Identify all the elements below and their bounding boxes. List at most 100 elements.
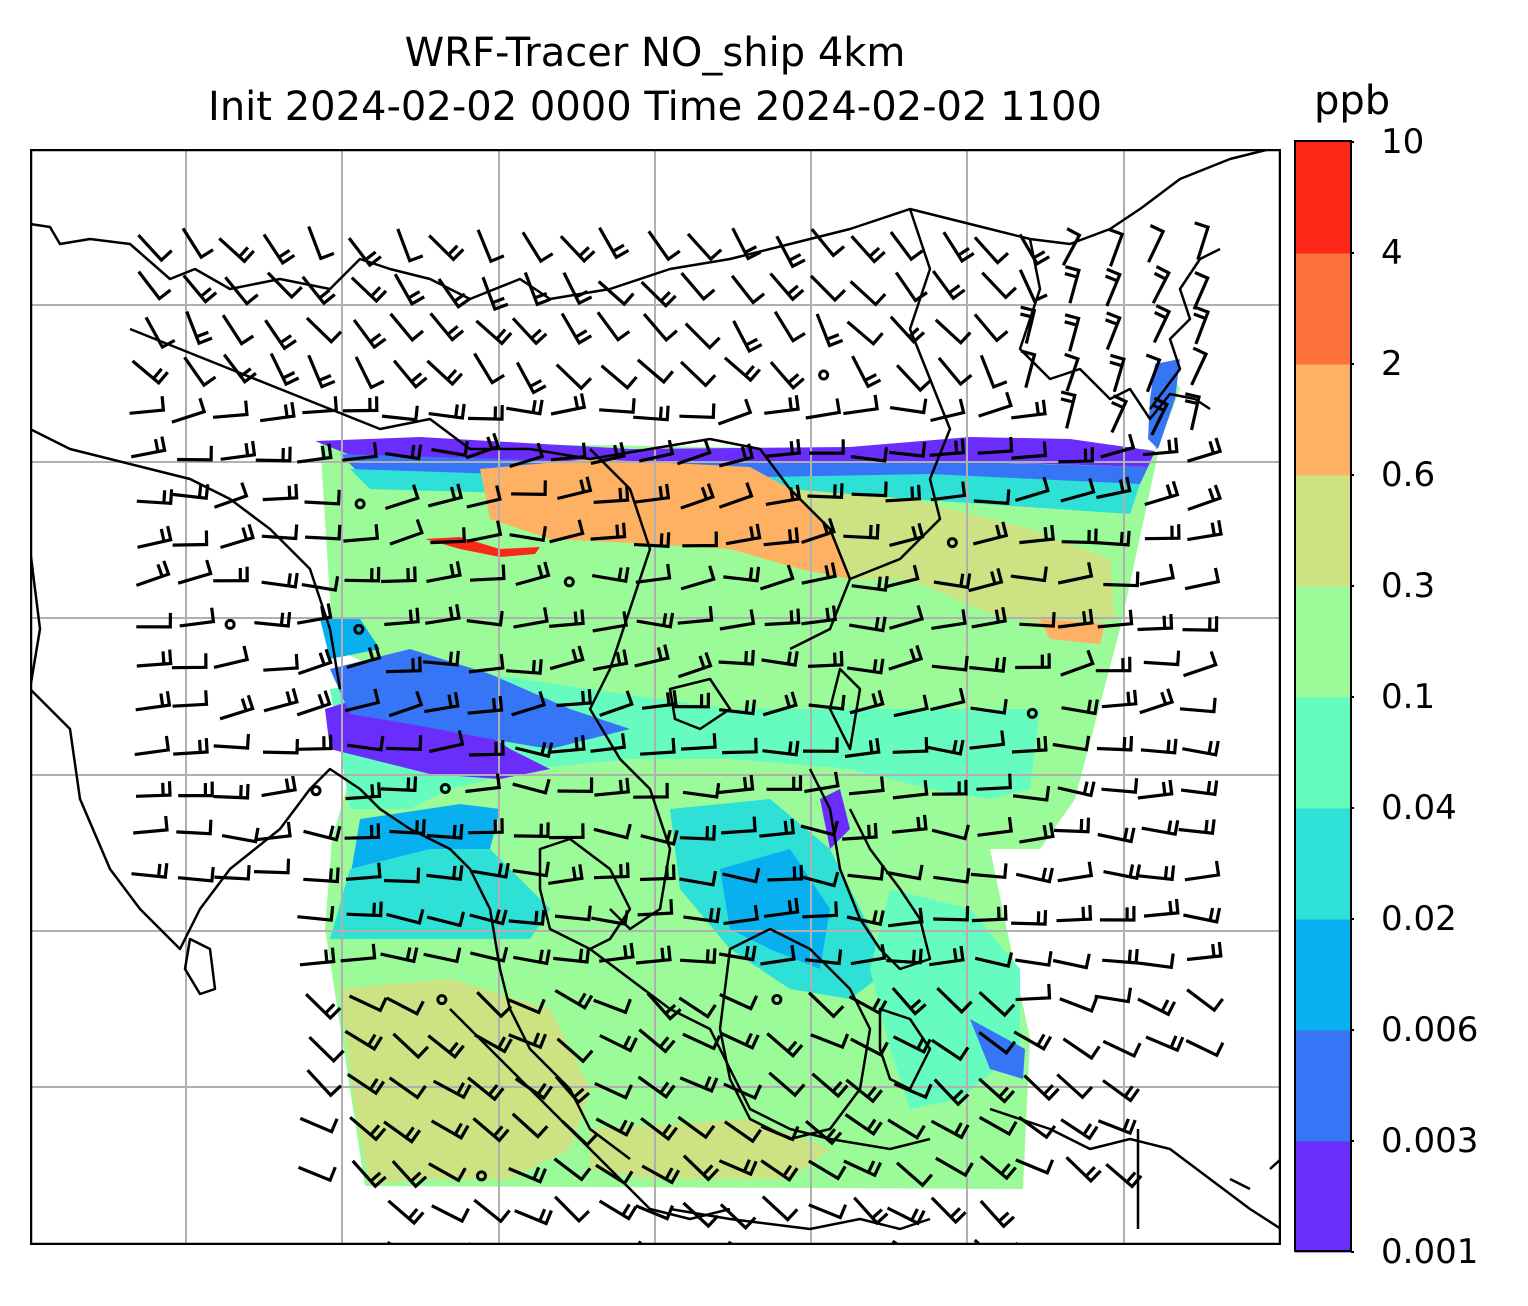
wind-barb xyxy=(935,1156,974,1178)
wind-barb xyxy=(1064,313,1081,352)
wind-barb xyxy=(472,1117,510,1143)
wind-barb xyxy=(811,1072,849,1099)
wind-barb xyxy=(682,531,718,548)
colorbar-tick-label: 0.003 xyxy=(1381,1121,1479,1161)
wind-barb xyxy=(391,1160,428,1189)
wind-barb xyxy=(427,1034,465,1060)
calm-wind-circle xyxy=(771,993,783,1005)
wind-barb xyxy=(679,825,716,841)
wind-barb xyxy=(1097,827,1136,844)
wind-barb xyxy=(635,1204,674,1221)
wind-barb xyxy=(763,897,800,918)
wind-barb xyxy=(172,530,209,547)
wind-barb xyxy=(1058,447,1095,464)
field-region-blue-left xyxy=(320,619,380,659)
wind-barb xyxy=(481,276,509,312)
calm-wind-circle xyxy=(310,785,322,797)
wind-barb xyxy=(801,517,836,545)
wind-barb xyxy=(1147,224,1166,263)
wind-barb xyxy=(511,480,547,497)
colorbar-band xyxy=(1295,697,1351,809)
wind-barb xyxy=(137,525,173,549)
wind-barb xyxy=(296,443,333,464)
border-himalaya xyxy=(30,427,342,690)
wind-barb xyxy=(1059,997,1099,1013)
wind-barb xyxy=(931,269,966,301)
wind-barb xyxy=(597,280,635,307)
wind-barb xyxy=(1184,392,1201,431)
wind-barb xyxy=(639,737,676,756)
wind-barb xyxy=(979,354,1008,389)
wind-barb xyxy=(889,522,925,547)
wind-barb xyxy=(304,489,341,506)
wind-barb xyxy=(849,689,885,715)
wind-barb xyxy=(1053,817,1091,834)
wind-barb xyxy=(592,649,629,672)
wind-barb xyxy=(1143,650,1181,667)
wind-barb xyxy=(590,522,627,541)
wind-barb xyxy=(342,442,378,462)
wind-barb xyxy=(306,1069,342,1098)
wind-barb xyxy=(678,996,717,1019)
wind-barb xyxy=(550,393,587,416)
wind-barb xyxy=(556,1037,594,1064)
wind-barb xyxy=(431,440,469,457)
wind-barb xyxy=(973,489,1011,506)
wind-barb xyxy=(892,1035,932,1055)
wind-barb xyxy=(431,1204,470,1224)
wind-barb xyxy=(389,518,424,546)
wind-barb xyxy=(680,483,715,510)
wind-barb xyxy=(523,271,551,307)
wind-barb xyxy=(422,650,460,667)
wind-barb xyxy=(848,995,888,1016)
wind-barb xyxy=(467,405,504,421)
wind-barb xyxy=(926,739,965,756)
wind-barb xyxy=(929,438,966,457)
wind-barb xyxy=(723,356,762,383)
wind-barb xyxy=(426,865,464,881)
wind-barb xyxy=(775,235,806,269)
wind-barb xyxy=(136,489,174,505)
wind-barb xyxy=(213,566,249,583)
wind-barb xyxy=(388,1076,427,1100)
wind-barb xyxy=(384,867,421,884)
tracer-map xyxy=(30,149,1281,1245)
wind-barb xyxy=(969,730,1006,750)
wind-barb xyxy=(1144,524,1181,541)
wind-barb xyxy=(299,947,336,967)
wind-barb xyxy=(386,656,422,674)
coastline-borneo xyxy=(718,927,872,1141)
wind-barb xyxy=(1187,437,1223,463)
wind-barb xyxy=(1179,697,1217,714)
wind-barb xyxy=(255,446,292,463)
wind-barb xyxy=(352,318,387,350)
map-gridlines xyxy=(30,149,1281,1245)
wind-barb xyxy=(853,1196,889,1226)
wind-barb xyxy=(555,363,593,391)
wind-barb xyxy=(1110,394,1129,434)
wind-barb xyxy=(549,609,585,628)
wind-barb xyxy=(135,690,172,712)
border-china-south xyxy=(129,327,852,580)
wind-barb xyxy=(221,314,255,346)
wind-barb xyxy=(761,1195,799,1222)
wind-barb xyxy=(719,609,756,631)
wind-barb xyxy=(641,1164,681,1185)
wind-barb xyxy=(428,1162,467,1183)
wind-barb xyxy=(1182,740,1220,757)
wind-barb xyxy=(469,946,509,963)
wind-barb xyxy=(978,1077,1015,1104)
wind-barb xyxy=(222,353,257,384)
wind-barb xyxy=(393,273,425,306)
calm-wind-circle xyxy=(946,537,958,549)
wind-barb xyxy=(723,1082,763,1101)
wind-barb xyxy=(299,1116,339,1134)
wind-barb xyxy=(384,607,420,627)
wind-barb xyxy=(1178,819,1216,835)
wind-barb xyxy=(553,1157,592,1182)
wind-barb xyxy=(427,483,464,508)
wind-barb xyxy=(766,775,803,791)
wind-barb xyxy=(591,910,629,926)
wind-barb xyxy=(511,317,548,346)
wind-barb xyxy=(514,1077,554,1101)
